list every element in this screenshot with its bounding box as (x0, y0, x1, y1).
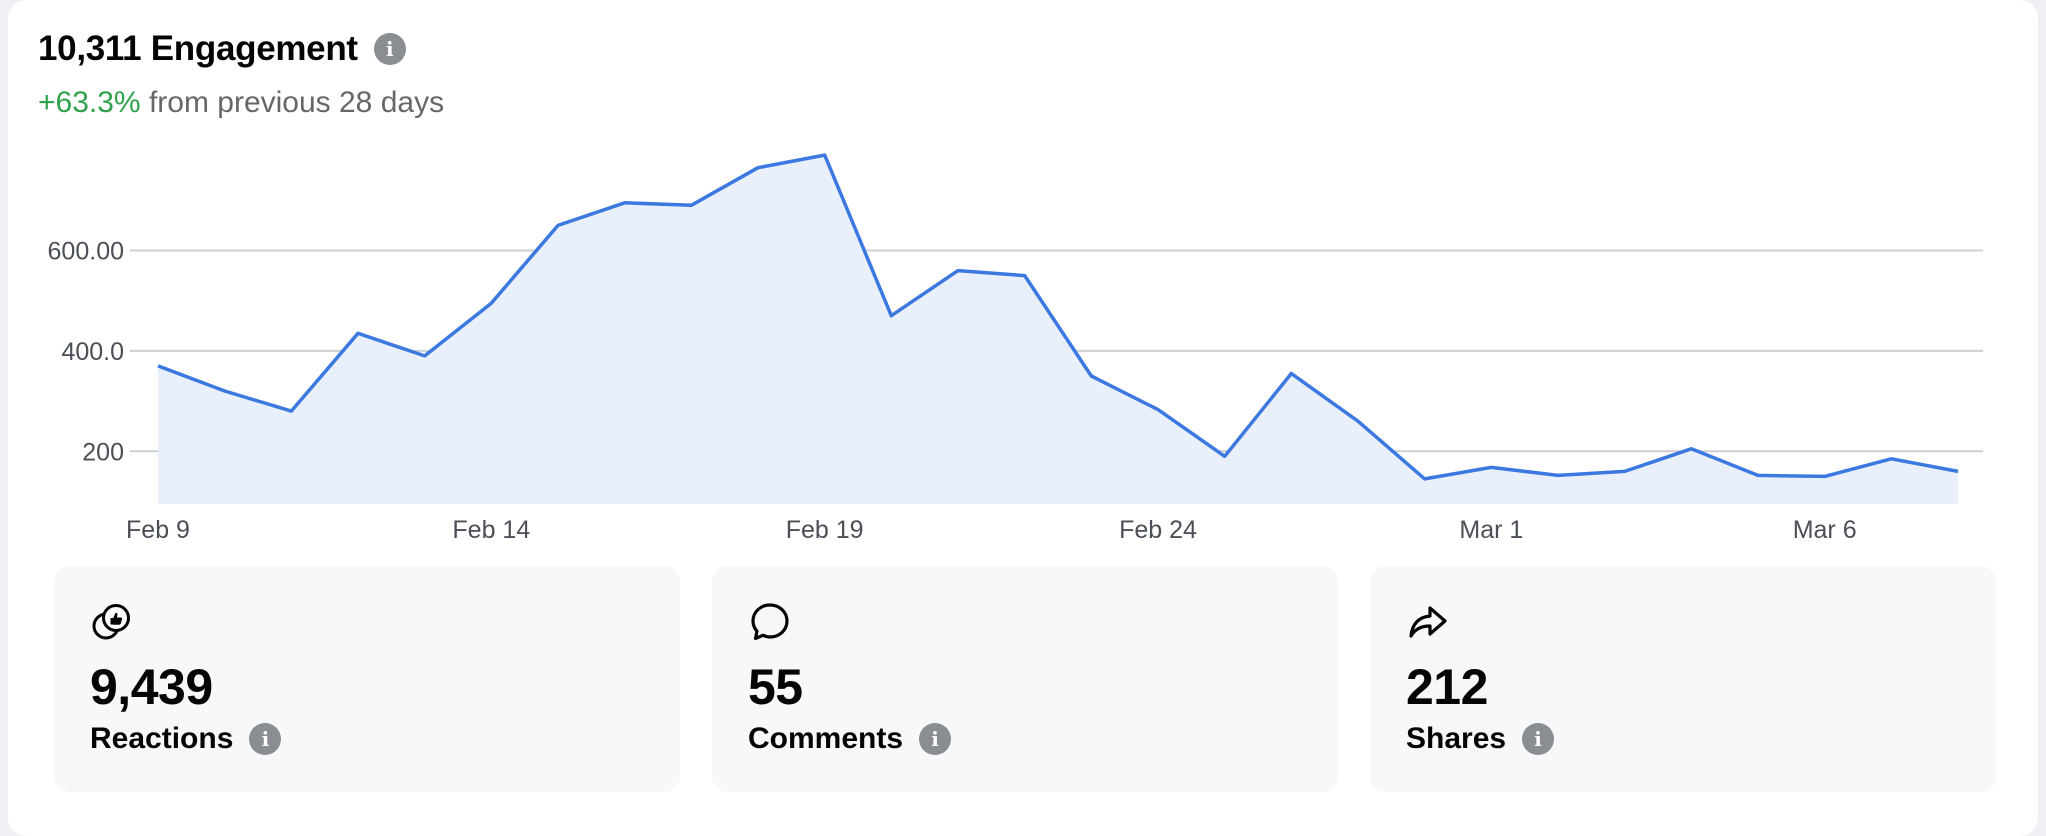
x-tick-label: Mar 6 (1793, 516, 1857, 544)
x-tick-label: Feb 14 (452, 516, 530, 544)
reactions-icon (92, 604, 130, 640)
y-tick-label: 600.00 (48, 237, 124, 265)
x-axis-labels: Feb 9 Feb 14 Feb 19 Feb 24 Mar 1 Mar 6 (126, 516, 1857, 544)
engagement-title: 10,311 Engagement (38, 29, 358, 68)
y-axis-labels: 200 400.0 600.00 (48, 237, 124, 466)
engagement-header: 10,311 Engagement i +63.3% from previous… (38, 22, 444, 120)
reactions-label-row: Reactions i (90, 722, 282, 756)
x-tick-label: Feb 19 (786, 516, 864, 544)
reactions-value: 9,439 (90, 659, 213, 715)
reactions-metric-card[interactable]: 9,439 Reactions i (54, 566, 680, 792)
shares-value: 212 (1406, 659, 1488, 715)
comments-label: Comments (748, 722, 904, 755)
shares-label: Shares (1406, 722, 1507, 755)
info-icon[interactable]: i (919, 723, 952, 755)
share-icon (1409, 606, 1447, 638)
engagement-area (158, 155, 1958, 504)
comparison-text: from previous 28 days (148, 86, 445, 119)
comments-metric-card[interactable]: 55 Comments i (712, 566, 1338, 792)
shares-metric-card[interactable]: 212 Shares i (1370, 566, 1996, 792)
y-tick-label: 200 (82, 438, 124, 466)
info-icon[interactable]: i (1522, 723, 1555, 755)
info-icon[interactable]: i (373, 33, 406, 65)
comments-value: 55 (748, 659, 803, 715)
engagement-card: 200 400.0 600.00 Feb 9 Feb 14 Feb 19 Feb 24 Ma… (8, 0, 2038, 836)
shares-label-row: Shares i (1406, 722, 1555, 756)
y-tick-label: 400.0 (61, 338, 124, 366)
engagement-chart: 200 400.0 600.00 Feb 9 Feb 14 Feb 19 Feb 24 Ma… (48, 153, 1983, 544)
x-tick-label: Feb 24 (1119, 516, 1197, 544)
comment-icon (751, 603, 789, 641)
x-tick-label: Feb 9 (126, 516, 190, 544)
title-row: 10,311 Engagement i (38, 22, 444, 76)
x-tick-label: Mar 1 (1459, 516, 1523, 544)
percent-change: +63.3% (38, 86, 141, 119)
engagement-line (157, 153, 1959, 481)
metrics-row: 9,439 Reactions i 55 Comments i 212 Shar… (54, 566, 1996, 792)
reactions-label: Reactions (90, 722, 234, 755)
info-icon[interactable]: i (249, 723, 282, 755)
engagement-subtitle: +63.3% from previous 28 days (38, 86, 444, 120)
comments-label-row: Comments i (748, 722, 952, 756)
